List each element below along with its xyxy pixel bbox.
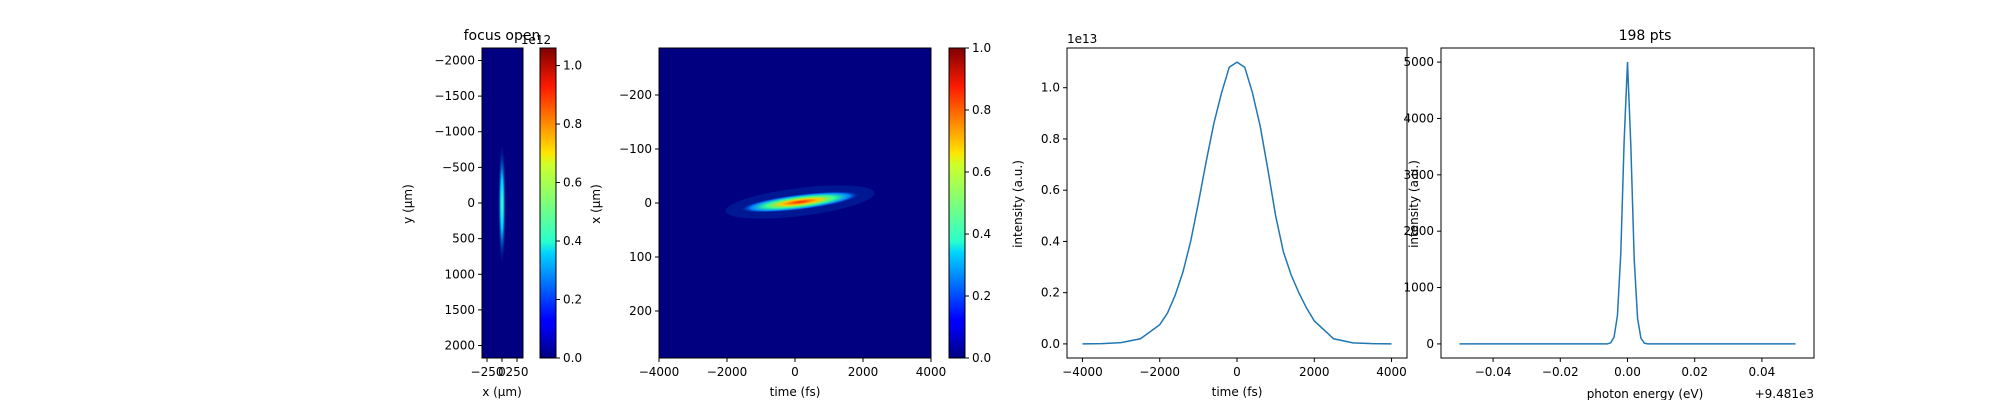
panel4-x-axis-label: photon energy (eV)	[1587, 387, 1704, 400]
panel2-y-ticks: −200 −100 0 100 200	[619, 88, 659, 318]
panel2-colorbar-gradient	[949, 48, 965, 358]
panel1-colorbar: 0.0 0.2 0.4 0.6 0.8 1.0 1e12	[521, 33, 582, 365]
panel1-x-tick-label: 250	[506, 365, 529, 379]
panel4-x-tick-label: 0.04	[1749, 365, 1776, 379]
panel4-x-ticks: −0.04 −0.02 0.00 0.02 0.04	[1475, 358, 1776, 379]
panel1-y-tick-label: 500	[452, 232, 475, 246]
panel1-beam-spot	[498, 140, 506, 268]
panel2-colorbar-tick-label: 0.0	[972, 351, 991, 365]
panel3-y-tick-label: 0.4	[1041, 234, 1060, 248]
panel3-x-tick-label: 4000	[1376, 365, 1407, 379]
panel1-colorbar-tick-label: 0.4	[563, 234, 582, 248]
panel-time-heatmap: −4000 −2000 0 2000 4000 −200 −100 0 100 200 time…	[589, 41, 991, 399]
panel1-y-tick-label: 2000	[444, 339, 475, 353]
panel2-colorbar-tick-label: 1.0	[972, 41, 991, 55]
panel-focus-open: focus open −2000 −1500 −1000 −500 0 500 1000 15…	[401, 28, 582, 399]
panel1-colorbar-tick-label: 0.0	[563, 351, 582, 365]
panel1-x-tick-label: 0	[498, 365, 506, 379]
panel2-y-tick-label: 100	[629, 250, 652, 264]
panel2-x-ticks: −4000 −2000 0 2000 4000	[639, 358, 947, 379]
panel2-y-axis-label: x (μm)	[589, 184, 603, 224]
panel2-x-tick-label: 4000	[916, 365, 947, 379]
panel2-colorbar-tick-label: 0.8	[972, 103, 991, 117]
panel2-x-tick-label: −2000	[707, 365, 748, 379]
panel1-title: focus open	[464, 28, 541, 44]
panel4-y-axis-label: intensity (a.u.)	[1407, 160, 1421, 248]
panel3-y-tick-label: 0.2	[1041, 286, 1060, 300]
panel3-y-tick-label: 0.6	[1041, 183, 1060, 197]
panel2-x-tick-label: 0	[791, 365, 799, 379]
panel4-y-tick-label: 0	[1426, 337, 1434, 351]
panel2-pulse	[738, 191, 862, 213]
panel2-x-axis-label: time (fs)	[770, 385, 821, 399]
panel2-y-tick-label: −100	[619, 142, 652, 156]
panel4-y-tick-label: 1000	[1403, 281, 1434, 295]
panel1-colorbar-tick-label: 1.0	[563, 59, 582, 73]
panel3-y-tick-label: 0.8	[1041, 132, 1060, 146]
panel1-y-tick-label: −1000	[434, 125, 475, 139]
panel4-y-tick-label: 2000	[1403, 224, 1434, 238]
panel2-x-tick-label: −4000	[639, 365, 680, 379]
panel3-x-tick-label: 0	[1233, 365, 1241, 379]
panel4-x-tick-label: −0.04	[1475, 365, 1512, 379]
panel2-colorbar-tick-label: 0.2	[972, 289, 991, 303]
panel1-heatmap	[482, 48, 523, 358]
panel1-colorbar-gradient	[540, 48, 556, 358]
panel3-x-tick-label: −4000	[1062, 365, 1103, 379]
panel3-y-tick-label: 1.0	[1041, 81, 1060, 95]
panel1-y-tick-label: −500	[442, 160, 475, 174]
panel1-y-tick-label: −1500	[434, 89, 475, 103]
panel3-axes-frame	[1066, 47, 1408, 359]
panel3-y-ticks: 0.0 0.2 0.4 0.6 0.8 1.0	[1041, 81, 1067, 351]
panel1-y-tick-label: 1500	[444, 303, 475, 317]
panel1-y-tick-label: −2000	[434, 53, 475, 67]
panel2-x-tick-label: 2000	[848, 365, 879, 379]
panel2-colorbar-tick-label: 0.4	[972, 227, 991, 241]
panel2-y-tick-label: −200	[619, 88, 652, 102]
panel1-y-tick-label: 1000	[444, 267, 475, 281]
panel4-series-line	[1459, 62, 1796, 345]
panel4-y-tick-label: 5000	[1403, 55, 1434, 69]
panel3-offset-label: 1e13	[1067, 32, 1097, 46]
panel1-x-tick-label: −250	[471, 365, 504, 379]
panel1-x-axis-label: x (μm)	[482, 385, 522, 399]
panel-intensity-time: −4000 −2000 0 2000 4000 0.0 0.2 0.4 0.6 0.8 1.0 1…	[1011, 32, 1408, 399]
panel2-colorbar-frame	[948, 47, 966, 359]
panel4-x-tick-label: 0.00	[1614, 365, 1641, 379]
panel3-x-tick-label: 2000	[1299, 365, 1330, 379]
panel1-colorbar-tick-label: 0.6	[563, 176, 582, 190]
panel2-y-tick-label: 0	[644, 196, 652, 210]
panel4-y-ticks: 0 1000 2000 3000 4000 5000	[1403, 55, 1441, 351]
panel2-colorbar: 0.0 0.2 0.4 0.6 0.8 1.0	[948, 41, 991, 365]
panel2-colorbar-tick-label: 0.6	[972, 165, 991, 179]
panel2-heatmap	[659, 48, 931, 358]
panel3-series-line	[1082, 61, 1392, 345]
panel1-y-tick-label: 0	[467, 196, 475, 210]
panel1-colorbar-frame	[539, 47, 557, 359]
panel1-colorbar-tick-label: 0.8	[563, 117, 582, 131]
panel4-axes-frame	[1440, 47, 1815, 359]
panel4-title: 198 pts	[1619, 28, 1672, 44]
panel2-colorbar-ticks: 0.0 0.2 0.4 0.6 0.8 1.0	[965, 41, 991, 365]
panel1-colorbar-ticks: 0.0 0.2 0.4 0.6 0.8 1.0	[556, 59, 582, 365]
panel1-colorbar-offset: 1e12	[521, 33, 551, 47]
panel2-y-tick-label: 200	[629, 304, 652, 318]
panel4-y-tick-label: 4000	[1403, 111, 1434, 125]
panel1-y-axis-label: y (μm)	[401, 184, 415, 224]
panel4-offset-label: +9.481e3	[1755, 387, 1814, 400]
panel4-x-tick-label: −0.02	[1542, 365, 1579, 379]
panel4-y-tick-label: 3000	[1403, 168, 1434, 182]
panel1-colorbar-tick-label: 0.2	[563, 293, 582, 307]
panel1-y-ticks: −2000 −1500 −1000 −500 0 500 1000 1500 2000	[434, 53, 482, 353]
panel4-x-tick-label: 0.02	[1681, 365, 1708, 379]
panel3-y-tick-label: 0.0	[1041, 337, 1060, 351]
panel3-y-axis-label: intensity (a.u.)	[1011, 160, 1025, 248]
panel-spectrum: 198 pts −0.04 −0.02 0.00 0.02 0.04 0 1000 2000…	[1403, 28, 1815, 400]
panel3-x-ticks: −4000 −2000 0 2000 4000	[1062, 358, 1407, 379]
panel3-x-tick-label: −2000	[1139, 365, 1180, 379]
panel3-x-axis-label: time (fs)	[1212, 385, 1263, 399]
panel1-x-ticks: −250 0 250	[471, 358, 529, 379]
